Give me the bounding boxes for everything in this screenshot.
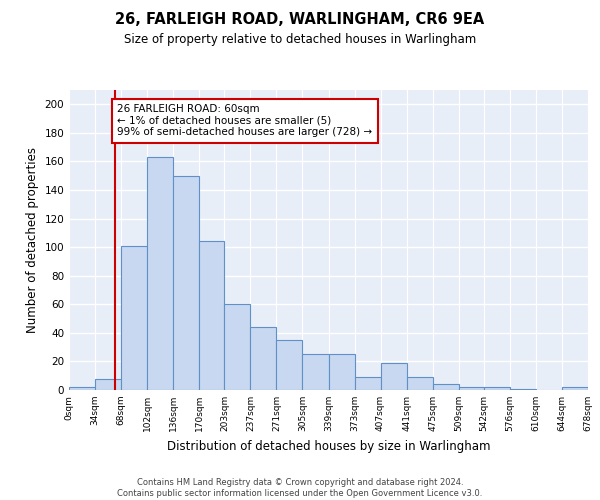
Bar [355, 377, 380, 390]
Text: 26, FARLEIGH ROAD, WARLINGHAM, CR6 9EA: 26, FARLEIGH ROAD, WARLINGHAM, CR6 9EA [115, 12, 485, 28]
Text: 26 FARLEIGH ROAD: 60sqm
← 1% of detached houses are smaller (5)
99% of semi-deta: 26 FARLEIGH ROAD: 60sqm ← 1% of detached… [117, 104, 373, 138]
Bar [147, 157, 173, 390]
Bar [458, 387, 484, 390]
Bar [69, 387, 95, 390]
Y-axis label: Number of detached properties: Number of detached properties [26, 147, 39, 333]
Text: Contains HM Land Registry data © Crown copyright and database right 2024.
Contai: Contains HM Land Registry data © Crown c… [118, 478, 482, 498]
X-axis label: Distribution of detached houses by size in Warlingham: Distribution of detached houses by size … [167, 440, 490, 452]
Text: Size of property relative to detached houses in Warlingham: Size of property relative to detached ho… [124, 32, 476, 46]
Bar [407, 377, 433, 390]
Bar [302, 354, 329, 390]
Bar [380, 363, 407, 390]
Bar [173, 176, 199, 390]
Bar [277, 340, 302, 390]
Bar [484, 387, 510, 390]
Bar [95, 378, 121, 390]
Bar [329, 354, 355, 390]
Bar [121, 246, 147, 390]
Bar [199, 242, 224, 390]
Bar [433, 384, 458, 390]
Bar [562, 387, 588, 390]
Bar [224, 304, 250, 390]
Bar [250, 327, 277, 390]
Bar [510, 388, 536, 390]
